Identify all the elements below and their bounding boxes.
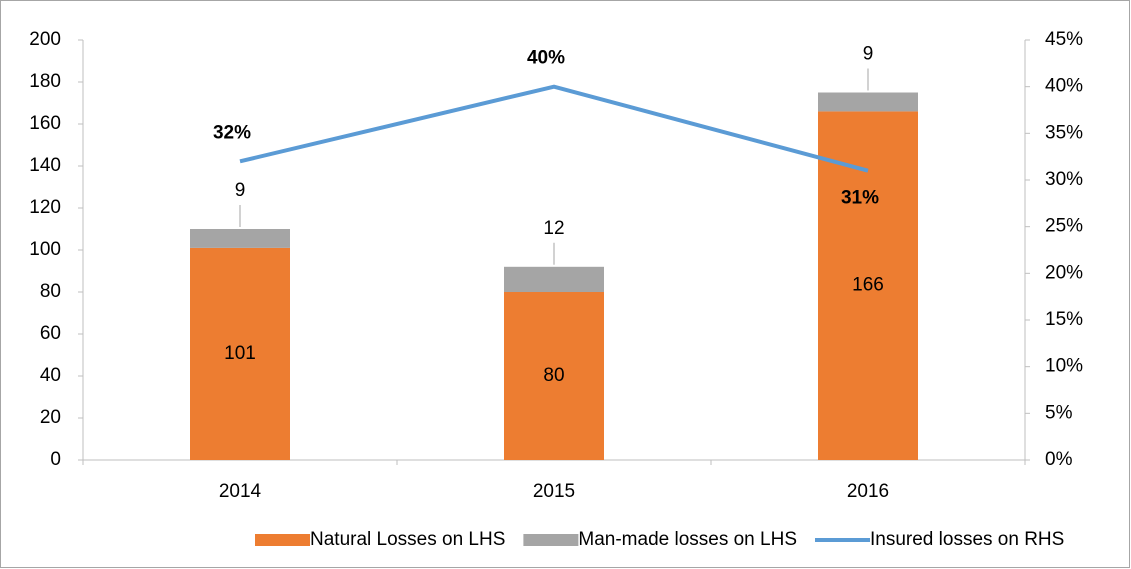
y-tick-label: 160 [29,113,61,134]
legend-swatch [523,534,579,546]
line-data-label: 40% [527,48,565,69]
y-tick-label: 140 [29,155,61,176]
data-label: 80 [543,365,564,386]
legend-label: Insured losses on RHS [870,529,1064,550]
bar-segment [190,229,290,248]
y-tick-label: 200 [29,29,61,50]
bar-segment [504,292,604,460]
y2-tick-label: 35% [1045,122,1083,143]
legend-label: Natural Losses on LHS [310,529,505,550]
y2-tick-label: 10% [1045,356,1083,377]
y2-tick-label: 5% [1045,402,1073,423]
data-label: 12 [543,218,564,239]
bar-segment [504,266,604,292]
legend-swatch [255,534,310,546]
y-tick-label: 80 [40,281,61,302]
y2-tick-label: 30% [1045,169,1083,190]
bar-segment [818,92,918,112]
y2-tick-label: 40% [1045,76,1083,97]
x-tick-label: 2015 [533,481,575,502]
y-tick-label: 100 [29,239,61,260]
y-tick-label: 60 [40,323,61,344]
line-data-label: 32% [213,122,251,143]
y-tick-label: 20 [40,407,61,428]
data-label: 9 [863,44,874,65]
y2-tick-label: 25% [1045,216,1083,237]
y-tick-label: 180 [29,71,61,92]
x-tick-label: 2014 [219,481,262,502]
data-label: 166 [852,275,884,296]
y-tick-label: 40 [40,365,61,386]
data-label: 101 [224,343,256,364]
line-series [239,84,869,173]
bar-segment [190,247,290,460]
y2-tick-label: 20% [1045,262,1083,283]
y2-tick-label: 45% [1045,29,1083,50]
y-tick-label: 0 [50,449,61,470]
legend-label: Man-made losses on LHS [578,529,797,550]
line-data-label: 31% [841,188,879,209]
data-label: 9 [235,180,246,201]
x-tick-label: 2016 [847,481,889,502]
y2-tick-label: 15% [1045,309,1083,330]
y2-tick-label: 0% [1045,449,1073,470]
y-tick-label: 120 [29,197,61,218]
